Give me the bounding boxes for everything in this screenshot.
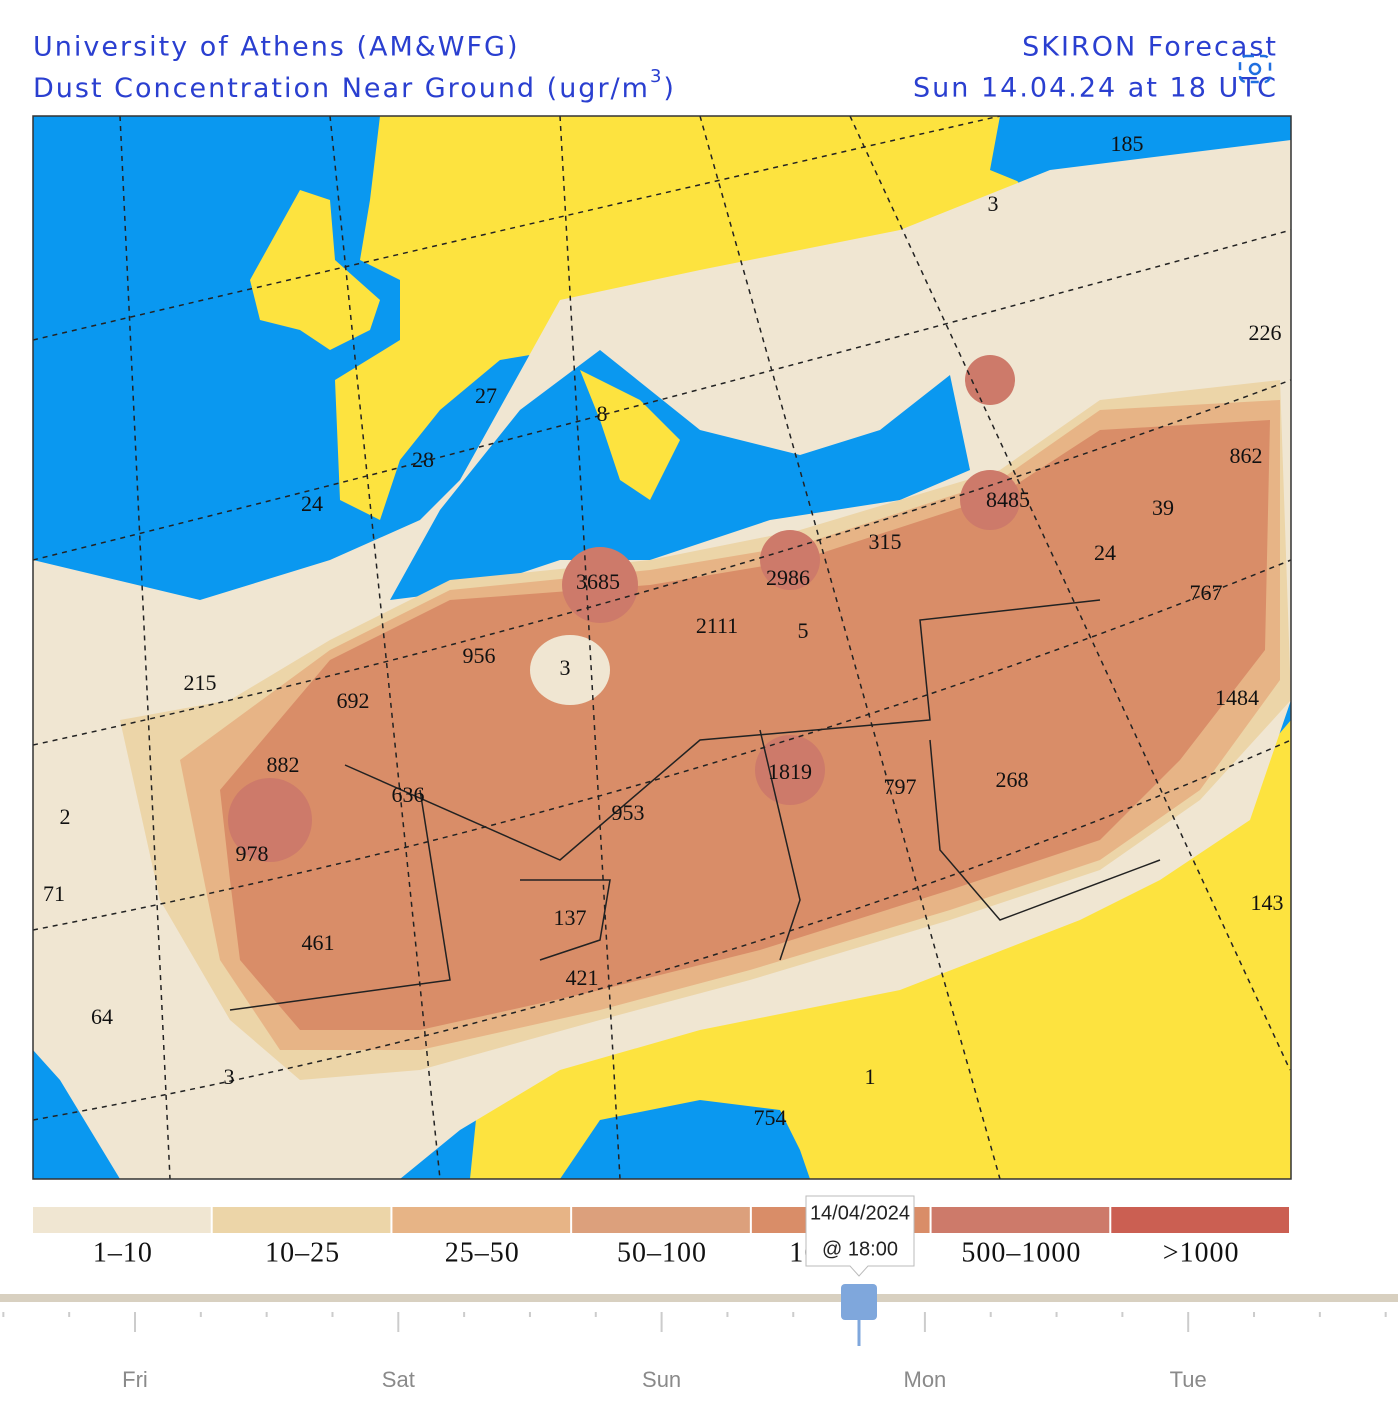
map-value: 2986 xyxy=(766,565,810,590)
day-label: Tue xyxy=(1170,1367,1207,1392)
map-value: 268 xyxy=(996,767,1029,792)
map-value: 882 xyxy=(267,752,300,777)
legend-label: 500–1000 xyxy=(961,1237,1081,1268)
legend-swatch xyxy=(1111,1207,1289,1233)
map-value: 797 xyxy=(884,774,917,799)
slider-handle[interactable] xyxy=(841,1284,877,1320)
map-value: 421 xyxy=(566,965,599,990)
map-value: 3 xyxy=(988,191,999,216)
day-label: Sun xyxy=(642,1367,681,1392)
map-value: 185 xyxy=(1111,131,1144,156)
map-value: 692 xyxy=(337,688,370,713)
title-part: Dust Concentration Near Ground (ugr/m xyxy=(33,73,650,104)
map-value: 461 xyxy=(302,930,335,955)
title-line: SKIRON Forecast xyxy=(1022,32,1278,63)
map-value: 636 xyxy=(392,782,425,807)
map-value: 315 xyxy=(869,529,902,554)
map-value: 226 xyxy=(1249,320,1282,345)
title-line: University of Athens (AM&WFG) xyxy=(33,32,520,63)
map-value: 28 xyxy=(412,447,434,472)
map-value: 956 xyxy=(463,643,496,668)
map-value: 24 xyxy=(1094,540,1116,565)
map-value: 978 xyxy=(236,841,269,866)
map xyxy=(33,116,1291,1179)
tooltip xyxy=(805,1195,915,1277)
map-value: 754 xyxy=(754,1105,787,1130)
map-value: 39 xyxy=(1152,495,1174,520)
legend-label: 50–100 xyxy=(617,1237,707,1268)
legend-label: >1000 xyxy=(1163,1237,1240,1268)
title-line: Dust Concentration Near Ground (ugr/m3) xyxy=(33,66,676,104)
slider-track[interactable] xyxy=(0,1294,1398,1302)
map-value: 862 xyxy=(1230,443,1263,468)
legend-swatch xyxy=(392,1207,571,1233)
map-value: 64 xyxy=(91,1004,113,1029)
map-value: 137 xyxy=(554,905,587,930)
map-value: 24 xyxy=(301,491,323,516)
day-label: Sat xyxy=(382,1367,415,1392)
map-value: 1 xyxy=(865,1064,876,1089)
map-value: 27 xyxy=(475,383,497,408)
legend-swatch xyxy=(212,1207,391,1233)
map-value: 3 xyxy=(224,1064,235,1089)
day-label: Mon xyxy=(904,1367,947,1392)
map-value: 3685 xyxy=(576,569,620,594)
legend-label: 25–50 xyxy=(445,1237,520,1268)
map-value: 1484 xyxy=(1215,685,1259,710)
title-sup: 3 xyxy=(650,66,663,87)
tooltip-time: @ 18:00 xyxy=(822,1238,898,1260)
map-value: 953 xyxy=(612,800,645,825)
map-value: 71 xyxy=(43,881,65,906)
tooltip-date: 14/04/2024 xyxy=(810,1202,910,1224)
map-value: 215 xyxy=(184,670,217,695)
map-value: 3 xyxy=(560,655,571,680)
camera-icon[interactable] xyxy=(1238,54,1272,84)
legend-swatch xyxy=(572,1207,750,1233)
day-label: Fri xyxy=(122,1367,148,1392)
map-value: 1819 xyxy=(768,759,812,784)
map-value: 2111 xyxy=(696,613,738,638)
map-value: 5 xyxy=(798,618,809,643)
legend-label: 1–10 xyxy=(93,1237,153,1268)
legend-label: 10–25 xyxy=(265,1237,340,1268)
legend-swatch xyxy=(33,1207,211,1233)
map-value: 143 xyxy=(1251,890,1284,915)
map-value: 8485 xyxy=(986,487,1030,512)
legend-swatch xyxy=(931,1207,1110,1233)
map-value: 2 xyxy=(60,804,71,829)
map-value: 767 xyxy=(1190,580,1223,605)
map-frame xyxy=(32,115,1292,1180)
title-line: Sun 14.04.24 at 18 UTC xyxy=(913,73,1278,104)
map-value: 8 xyxy=(597,401,608,426)
title-part: ) xyxy=(663,73,676,104)
